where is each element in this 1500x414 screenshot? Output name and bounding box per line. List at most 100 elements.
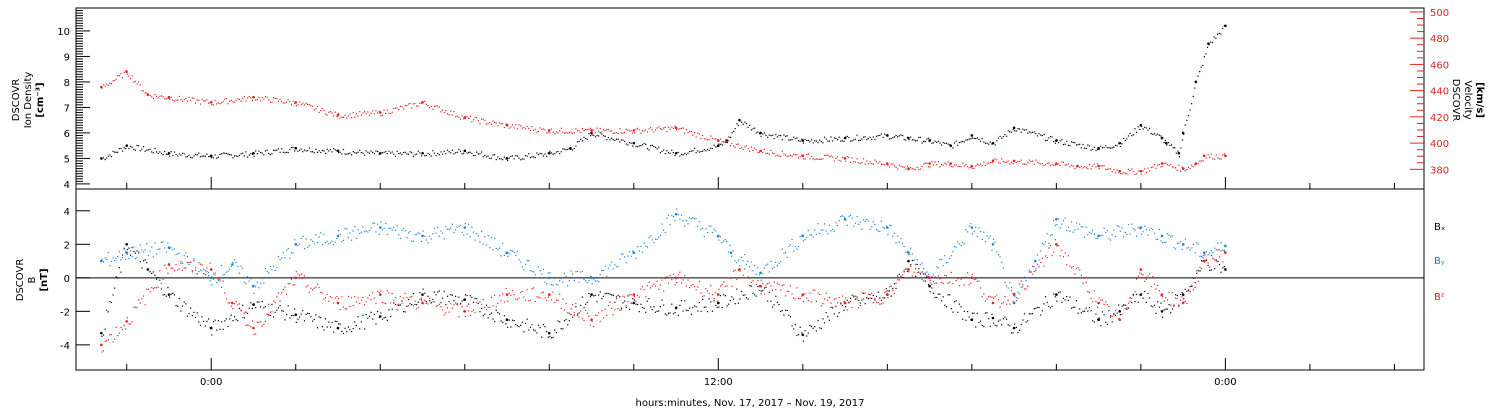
top-dot-density (927, 137, 930, 139)
bottom-dot-bz (173, 270, 176, 272)
bottom-dot-bz (1150, 285, 1152, 288)
bottom-dot-bx (1051, 305, 1053, 307)
bottom-point-bz (801, 293, 805, 296)
top-dot-density (1124, 139, 1126, 141)
top-point-velocity (378, 111, 382, 114)
bottom-dot-by (354, 226, 356, 228)
bottom-dot-bx (162, 294, 164, 296)
top-dot-velocity (341, 116, 343, 118)
top-dot-density (575, 145, 577, 147)
bottom-dot-by (1059, 227, 1061, 229)
bottom-dot-by (926, 271, 928, 273)
bottom-dot-bx (744, 294, 746, 296)
bottom-dot-bx (991, 313, 993, 316)
top-dot-density (939, 142, 941, 144)
bottom-dot-by (1188, 247, 1190, 249)
top-dot-density (906, 136, 909, 139)
bottom-dot-bz (1144, 280, 1146, 282)
bottom-dot-bz (1105, 301, 1107, 303)
top-dot-density (209, 156, 211, 158)
bottom-dot-bx (101, 335, 103, 337)
bottom-dot-bz (685, 285, 688, 287)
top-dot-density (693, 147, 696, 149)
top-dot-density (1054, 142, 1056, 144)
top-dot-density (1197, 75, 1199, 77)
top-dot-velocity (259, 100, 262, 102)
bottom-dot-bx (235, 319, 237, 321)
bottom-dot-bx (1160, 302, 1162, 304)
bottom-dot-by (209, 280, 211, 282)
bottom-dot-by (1048, 242, 1050, 244)
bottom-dot-by (498, 247, 501, 249)
bottom-dot-by (625, 262, 627, 264)
top-dot-velocity (109, 82, 111, 84)
bottom-dot-bz (220, 286, 223, 289)
bottom-dot-bx (346, 330, 348, 333)
bottom-dot-bx (279, 305, 281, 307)
top-dot-density (112, 150, 114, 152)
top-dot-velocity (403, 108, 405, 110)
bottom-dot-bx (154, 274, 156, 277)
bottom-dot-bx (664, 313, 666, 315)
bottom-dot-by (1001, 261, 1003, 263)
top-dot-velocity (349, 113, 351, 115)
bottom-dot-bx (1113, 313, 1115, 316)
bottom-dot-by (929, 282, 931, 284)
top-dot-density (661, 150, 663, 153)
bottom-dot-by (710, 225, 712, 228)
top-dot-velocity (957, 165, 959, 167)
bottom-dot-bx (121, 254, 124, 256)
bottom-dot-bx (468, 303, 470, 305)
bottom-dot-by (526, 260, 528, 262)
bottom-dot-bx (368, 315, 371, 317)
bottom-dot-bz (139, 302, 141, 304)
bottom-point-bz (231, 301, 234, 305)
top-dot-velocity (937, 161, 939, 163)
bottom-dot-by (890, 225, 892, 227)
bottom-dot-by (547, 272, 549, 274)
bottom-dot-by (289, 257, 291, 259)
bottom-dot-by (261, 277, 263, 280)
top-dot-density (461, 153, 463, 155)
top-dot-density (229, 153, 231, 156)
top-dot-density (843, 140, 845, 143)
top-dot-density (1136, 131, 1138, 133)
bottom-dot-by (843, 216, 845, 218)
bottom-dot-bx (806, 335, 808, 337)
bottom-dot-by (947, 261, 949, 263)
bottom-dot-bx (404, 311, 406, 313)
bottom-dot-bx (715, 304, 717, 307)
top-dot-density (510, 155, 512, 158)
bottom-dot-bz (1040, 261, 1042, 263)
bottom-dot-by (845, 219, 847, 221)
bottom-point-by (907, 251, 910, 254)
bottom-dot-bx (679, 304, 681, 307)
top-dot-density (585, 137, 587, 140)
bottom-dot-bx (583, 307, 585, 309)
bottom-dot-by (118, 251, 120, 253)
top-point-velocity (1224, 154, 1227, 158)
bottom-dot-bx (814, 326, 816, 328)
bottom-dot-bz (1157, 284, 1159, 287)
top-dot-density (624, 140, 626, 143)
bottom-dot-bx (689, 307, 691, 309)
top-dot-density (702, 150, 704, 152)
bottom-dot-by (1030, 270, 1032, 273)
bottom-point-bx (928, 284, 931, 288)
top-dot-velocity (451, 114, 453, 116)
top-dot-density (451, 149, 453, 151)
bottom-dot-bx (1077, 312, 1079, 314)
bottom-dot-bx (762, 289, 764, 292)
top-dot-density (453, 153, 455, 155)
bottom-dot-by (836, 225, 839, 227)
top-dot-density (1210, 41, 1212, 43)
bottom-dot-bz (1158, 290, 1160, 292)
top-dot-velocity (481, 118, 483, 120)
bottom-dot-by (115, 257, 117, 260)
top-point-density (1177, 152, 1181, 155)
top-dot-velocity (586, 129, 588, 131)
bottom-dot-bz (497, 302, 499, 305)
bottom-dot-bx (347, 326, 349, 328)
bottom-point-by (231, 263, 234, 266)
bottom-point-by (125, 251, 129, 254)
